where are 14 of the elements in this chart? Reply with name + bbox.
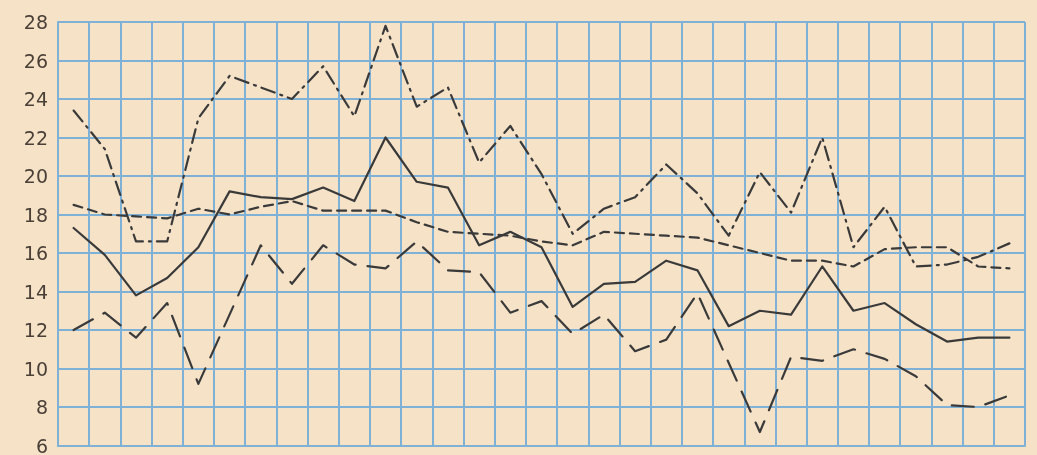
y-tick-label: 12 <box>23 319 48 341</box>
y-tick-label: 18 <box>23 203 48 226</box>
y-tick-label: 26 <box>23 49 48 72</box>
line-series <box>72 136 1011 343</box>
y-tick-label: 10 <box>23 357 48 380</box>
y-tick-label: 8 <box>35 396 48 418</box>
y-tick-label: 6 <box>35 434 48 455</box>
y-tick-label: 24 <box>23 88 48 110</box>
y-tick-label: 22 <box>23 126 48 149</box>
y-tick-label: 16 <box>23 242 48 264</box>
y-tick-label: 28 <box>23 11 48 33</box>
line-series <box>72 24 1011 268</box>
y-tick-label: 20 <box>23 165 48 187</box>
y-tick-label: 14 <box>23 280 48 303</box>
